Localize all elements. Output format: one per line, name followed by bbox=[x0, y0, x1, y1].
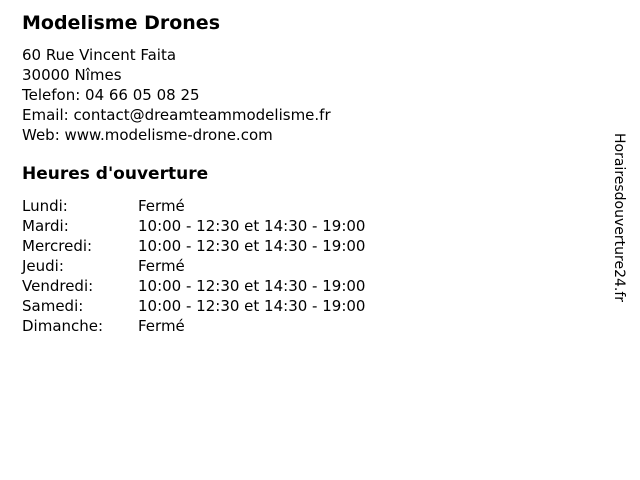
hours-row-friday: Vendredi: 10:00 - 12:30 et 14:30 - 19:00 bbox=[22, 276, 365, 296]
hours-row-monday: Lundi: Fermé bbox=[22, 196, 365, 216]
phone-line: Telefon: 04 66 05 08 25 bbox=[22, 86, 200, 104]
day-hours: 10:00 - 12:30 et 14:30 - 19:00 bbox=[138, 237, 366, 255]
day-label: Jeudi: bbox=[22, 257, 64, 275]
day-label: Lundi: bbox=[22, 197, 68, 215]
web-line: Web: www.modelisme-drone.com bbox=[22, 126, 273, 144]
hours-row-tuesday: Mardi: 10:00 - 12:30 et 14:30 - 19:00 bbox=[22, 216, 365, 236]
contact-block: 60 Rue Vincent Faita 30000 Nîmes Telefon… bbox=[22, 45, 365, 145]
day-hours: 10:00 - 12:30 et 14:30 - 19:00 bbox=[138, 277, 366, 295]
hours-title: Heures d'ouverture bbox=[22, 164, 209, 184]
day-hours: Fermé bbox=[138, 197, 185, 215]
hours-row-wednesday: Mercredi: 10:00 - 12:30 et 14:30 - 19:00 bbox=[22, 236, 365, 256]
day-label: Dimanche: bbox=[22, 317, 104, 335]
day-hours: Fermé bbox=[138, 317, 185, 335]
hours-table: Lundi: Fermé Mardi: 10:00 - 12:30 et 14:… bbox=[22, 196, 365, 336]
hours-row-thursday: Jeudi: Fermé bbox=[22, 256, 365, 276]
watermark-vertical: Horairesdouverture24.fr bbox=[611, 133, 627, 303]
day-label: Samedi: bbox=[22, 297, 84, 315]
hours-row-saturday: Samedi: 10:00 - 12:30 et 14:30 - 19:00 bbox=[22, 296, 365, 316]
address-line-2: 30000 Nîmes bbox=[22, 66, 122, 84]
day-label: Mardi: bbox=[22, 217, 69, 235]
day-label: Mercredi: bbox=[22, 237, 93, 255]
day-hours: Fermé bbox=[138, 257, 185, 275]
address-line-1: 60 Rue Vincent Faita bbox=[22, 46, 177, 64]
email-line: Email: contact@dreamteammodelisme.fr bbox=[22, 106, 331, 124]
day-hours: 10:00 - 12:30 et 14:30 - 19:00 bbox=[138, 297, 366, 315]
day-hours: 10:00 - 12:30 et 14:30 - 19:00 bbox=[138, 217, 366, 235]
hours-row-sunday: Dimanche: Fermé bbox=[22, 316, 365, 336]
day-label: Vendredi: bbox=[22, 277, 94, 295]
business-card: Modelisme Drones 60 Rue Vincent Faita 30… bbox=[22, 12, 365, 336]
page-title: Modelisme Drones bbox=[22, 12, 220, 34]
